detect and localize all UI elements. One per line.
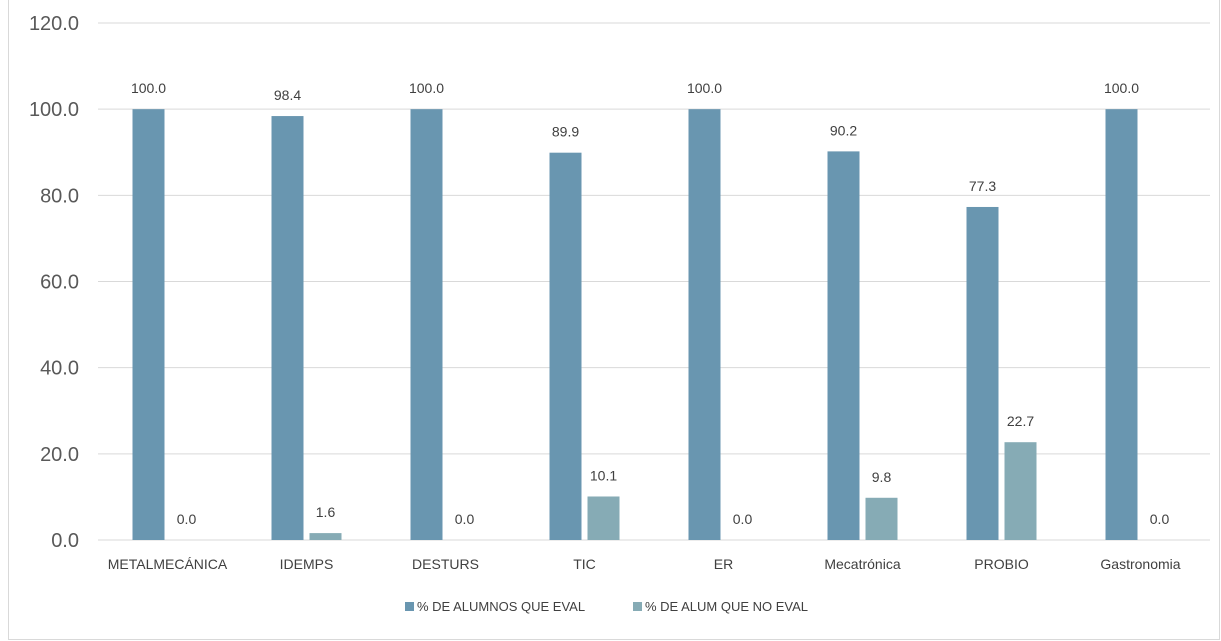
bar [309, 533, 342, 540]
y-tick-label: 80.0 [40, 185, 79, 207]
data-label: 100.0 [687, 80, 722, 96]
data-label: 98.4 [274, 87, 301, 103]
data-label: 90.2 [830, 122, 857, 138]
y-tick-label: 20.0 [40, 444, 79, 466]
data-label: 0.0 [455, 511, 475, 527]
data-label: 10.1 [590, 467, 617, 483]
x-category-label: PROBIO [974, 556, 1029, 572]
data-label: 89.9 [552, 124, 579, 140]
data-label: 0.0 [733, 511, 753, 527]
bar [132, 109, 165, 541]
bar [410, 109, 443, 541]
x-category-label: Mecatrónica [824, 556, 900, 572]
data-label: 0.0 [1150, 511, 1170, 527]
data-label: 100.0 [1104, 80, 1139, 96]
y-tick-label: 120.0 [29, 13, 79, 35]
data-label: 9.8 [872, 469, 892, 485]
bar [587, 496, 620, 540]
legend-swatch [633, 602, 642, 611]
bar [688, 109, 721, 541]
bar [1105, 109, 1138, 541]
bar [827, 151, 860, 540]
x-category-label: DESTURS [412, 556, 479, 572]
bar [549, 152, 582, 540]
legend-label: % DE ALUM QUE NO EVAL [645, 599, 808, 614]
y-tick-label: 0.0 [51, 530, 79, 552]
y-tick-label: 60.0 [40, 272, 79, 294]
data-label: 100.0 [131, 80, 166, 96]
x-category-label: METALMECÁNICA [108, 556, 228, 572]
x-category-label: TIC [573, 556, 596, 572]
data-label: 100.0 [409, 80, 444, 96]
bar [966, 206, 999, 541]
y-tick-label: 100.0 [29, 99, 79, 121]
y-tick-label: 40.0 [40, 358, 79, 380]
legend-label: % DE ALUMNOS QUE EVAL [417, 599, 585, 614]
legend-swatch [405, 602, 414, 611]
x-category-label: IDEMPS [280, 556, 334, 572]
x-category-label: Gastronomia [1100, 556, 1180, 572]
bar [1004, 442, 1037, 540]
data-label: 1.6 [316, 504, 336, 520]
x-category-label: ER [714, 556, 733, 572]
data-label: 0.0 [177, 511, 197, 527]
bar [865, 497, 898, 540]
data-label: 77.3 [969, 178, 996, 194]
data-label: 22.7 [1007, 413, 1034, 429]
bar [271, 116, 304, 540]
